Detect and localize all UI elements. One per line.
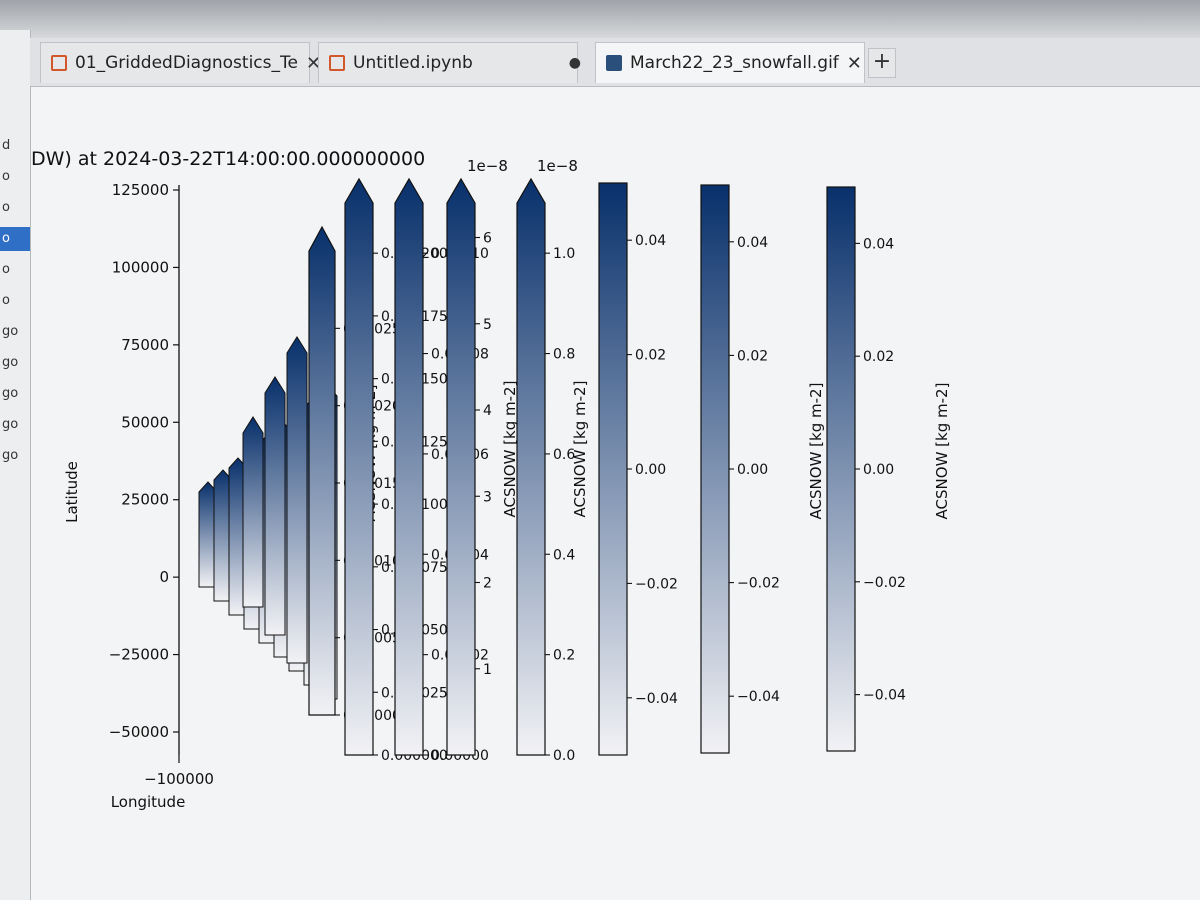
colorbar-body [308, 225, 336, 716]
file-list-item[interactable]: o [2, 262, 10, 277]
colorbar-tick-label: 0.02 [863, 349, 894, 365]
colorbar-body [446, 177, 476, 756]
colorbar-label: ACSNOW [kg m-2] [807, 383, 825, 520]
colorbar-body [516, 177, 546, 756]
colorbar-body [344, 177, 374, 756]
y-tick-label: −25000 [109, 646, 169, 664]
colorbar-exponent: 1e−8 [467, 157, 508, 175]
colorbar-tick-label: 0.8 [553, 347, 575, 363]
y-tick-label: 25000 [121, 491, 169, 509]
colorbar-tick-label: 3 [483, 489, 492, 505]
colorbar-tick-label: 0.04 [737, 235, 768, 251]
file-list-item[interactable]: o [2, 200, 10, 215]
colorbar-tick-label: 0.0 [553, 748, 575, 764]
colorbar-tick-label: 0.2 [553, 648, 575, 664]
file-list-item[interactable]: go [2, 448, 19, 463]
tab-gridded-diagnostics[interactable]: 01_GriddedDiagnostics_Te ✕ [40, 42, 321, 83]
colorbar-tick-label: −0.04 [635, 691, 678, 707]
y-tick-label: 0 [159, 568, 169, 586]
x-tick-label: −100000 [144, 770, 214, 788]
colorbar: 0.0 0.2 0.4 0.6 0.8 1.0 1e−8 ACSNOW [kg m-2] [516, 157, 589, 764]
y-tick-label: 50000 [121, 413, 169, 431]
colorbar-body [394, 177, 424, 756]
colorbar: 0.04 0.02 0.00 −0.02 −0.04 ACSNOW [kg m-2] [826, 186, 951, 752]
colorbar-tick-label: 2 [483, 576, 492, 592]
colorbar-tick-label: −0.02 [863, 575, 906, 591]
colorbar-tick-label: 1.0 [553, 246, 575, 262]
tab-untitled-notebook[interactable]: Untitled.ipynb ● [318, 42, 581, 83]
colorbar-tick-label: 0.02 [737, 348, 768, 364]
colorbar-body [826, 186, 856, 752]
close-icon[interactable]: ✕ [846, 52, 862, 74]
tab-snowfall-gif[interactable]: March22_23_snowfall.gif ✕ [595, 42, 865, 83]
colorbar-label: ACSNOW [kg m-2] [571, 381, 589, 518]
notebook-icon [329, 55, 345, 71]
colorbar-tick-label: 0.00 [863, 462, 894, 478]
close-icon[interactable]: ✕ [305, 52, 322, 74]
colorbar-ghost [264, 376, 286, 636]
y-tick-label: −50000 [109, 723, 169, 741]
tab-label: 01_GriddedDiagnostics_Te [75, 53, 298, 73]
colorbar-tick-label: 0.02 [635, 348, 666, 364]
colorbar-tick-label: 0.00 [737, 462, 768, 478]
file-list-item[interactable]: go [2, 355, 19, 370]
colorbars: 0.000000.000050.000100.000150.000200.000… [308, 157, 951, 764]
colorbar: 1 2 3 4 5 6 1e−8 ACSNOW [kg m-2] [446, 157, 519, 756]
colorbar: 0.04 0.02 0.00 −0.02 −0.04 ACSNOW [kg m-2] [700, 184, 825, 754]
colorbar-tick-label: 1 [483, 662, 492, 678]
colorbar-tick-label: −0.02 [635, 576, 678, 592]
colorbar-tick-label: 4 [483, 403, 492, 419]
y-axis-label: Latitude [63, 461, 81, 523]
colorbar-tick-label: 0.00 [635, 462, 666, 478]
file-list-item[interactable]: go [2, 386, 19, 401]
y-tick-label: 75000 [121, 336, 169, 354]
colorbar-tick-label: 0.4 [553, 547, 575, 563]
file-list-item[interactable]: go [2, 417, 19, 432]
file-browser-panel: d o o o o o go go go go go [0, 30, 31, 900]
colorbar-tick-label: 0.04 [863, 236, 894, 252]
file-list-item[interactable]: o [2, 293, 10, 308]
tab-label: Untitled.ipynb [353, 53, 473, 73]
window-top-bar [0, 0, 1200, 38]
file-list-item[interactable]: o [0, 227, 30, 251]
file-list-item[interactable]: d [2, 138, 11, 153]
tab-bar: 01_GriddedDiagnostics_Te ✕ Untitled.ipyn… [30, 38, 1200, 87]
colorbar-label: ACSNOW [kg m-2] [933, 383, 951, 520]
colorbar-ghost [286, 336, 308, 664]
colorbar-tick-label: 5 [483, 317, 492, 333]
snowfall-figure: DW) at 2024-03-22T14:00:00.000000000 Lon… [31, 148, 951, 811]
y-tick-label: 125000 [112, 181, 169, 199]
colorbar-body [598, 182, 628, 756]
colorbar-tick-label: 6 [483, 231, 492, 247]
unsaved-dot-icon[interactable]: ● [568, 55, 581, 71]
plot-axes: 125000 100000 75000 50000 25000 0 −25000 −50000… [109, 181, 214, 788]
figure-title: DW) at 2024-03-22T14:00:00.000000000 [31, 148, 425, 170]
x-axis-label: Longitude [111, 793, 186, 811]
y-tick-label: 100000 [112, 258, 169, 276]
colorbar-tick-label: −0.04 [737, 689, 780, 705]
colorbar-tick-label: 0.6 [553, 447, 575, 463]
notebook-icon [51, 55, 67, 71]
image-viewer: DW) at 2024-03-22T14:00:00.000000000 Lon… [31, 87, 1200, 900]
file-list-item[interactable]: go [2, 324, 19, 339]
colorbar-body [700, 184, 730, 754]
tab-label: March22_23_snowfall.gif [630, 53, 839, 73]
image-file-icon [606, 55, 622, 71]
colorbar-tick-label: 0.04 [635, 233, 666, 249]
colorbar-tick-label: −0.02 [737, 576, 780, 592]
colorbar-ghost [242, 416, 264, 608]
colorbar-exponent: 1e−8 [537, 157, 578, 175]
colorbar-label: ACSNOW [kg m-2] [501, 381, 519, 518]
add-tab-button[interactable]: + [868, 48, 896, 78]
colorbar-tick-label: −0.04 [863, 688, 906, 704]
file-list-item[interactable]: o [2, 169, 10, 184]
